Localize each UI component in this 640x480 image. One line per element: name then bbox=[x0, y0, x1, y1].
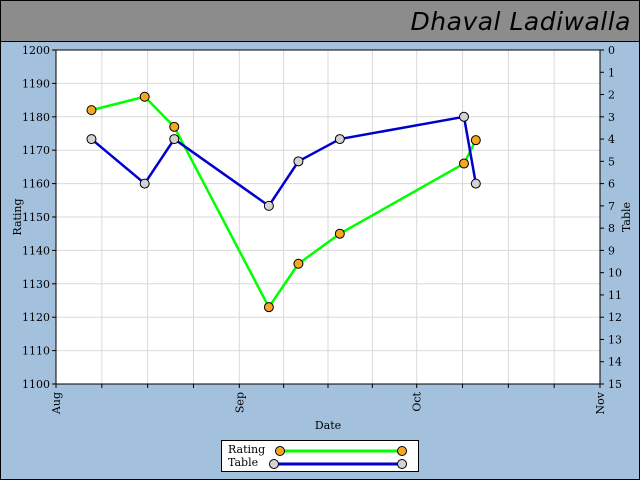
x-tick-label: Oct bbox=[411, 391, 424, 411]
y-right-tick-label: 13 bbox=[608, 333, 622, 346]
x-tick-label: Aug bbox=[50, 392, 63, 415]
y-right-tick-label: 5 bbox=[608, 155, 615, 168]
data-point-table bbox=[470, 178, 481, 189]
data-point-table bbox=[86, 134, 97, 145]
data-point-rating bbox=[169, 121, 180, 132]
y-left-tick-label: 1170 bbox=[22, 144, 50, 157]
y-right-tick-label: 4 bbox=[608, 133, 615, 146]
x-tick-label: Nov bbox=[594, 391, 607, 414]
series-line-rating bbox=[91, 95, 477, 309]
y-left-tick-label: 1120 bbox=[22, 311, 50, 324]
y-right-tick-label: 0 bbox=[608, 44, 615, 57]
data-point-rating bbox=[293, 258, 304, 269]
y-left-tick-label: 1180 bbox=[22, 111, 50, 124]
y-right-tick-label: 11 bbox=[608, 289, 622, 302]
x-axis-title: Date bbox=[315, 419, 341, 432]
y-left-tick-label: 1140 bbox=[22, 244, 50, 257]
y-right-tick-label: 7 bbox=[608, 200, 615, 213]
y-right-axis-title: Table bbox=[620, 202, 633, 232]
y-left-tick-label: 1130 bbox=[22, 278, 50, 291]
legend: Rating Table bbox=[221, 440, 419, 472]
y-right-tick-label: 3 bbox=[608, 111, 615, 124]
data-point-table bbox=[334, 134, 345, 145]
y-right-tick-label: 6 bbox=[608, 178, 615, 191]
data-point-table bbox=[459, 111, 469, 122]
legend-marker-rating bbox=[275, 446, 285, 456]
legend-label-rating: Rating bbox=[228, 443, 266, 456]
data-point-rating bbox=[459, 158, 469, 169]
y-left-tick-label: 1150 bbox=[22, 211, 50, 224]
y-left-axis-title: Rating bbox=[11, 198, 24, 235]
y-right-tick-label: 10 bbox=[608, 267, 622, 280]
data-point-table bbox=[293, 156, 304, 167]
data-point-rating bbox=[139, 91, 150, 102]
series-line-table bbox=[90, 115, 478, 208]
legend-marker-table bbox=[397, 459, 407, 469]
y-left-tick-label: 1100 bbox=[22, 378, 50, 391]
data-point-rating bbox=[470, 135, 481, 146]
page-title: Dhaval Ladiwalla bbox=[410, 7, 631, 36]
y-left-tick-label: 1160 bbox=[22, 178, 50, 191]
data-point-rating bbox=[334, 228, 345, 239]
y-right-tick-label: 15 bbox=[608, 378, 622, 391]
legend-item-table: Table bbox=[222, 456, 418, 470]
legend-marker-rating bbox=[397, 446, 407, 456]
data-point-rating bbox=[263, 302, 274, 313]
data-point-table bbox=[169, 134, 180, 145]
data-point-table bbox=[263, 200, 274, 211]
y-right-tick-label: 2 bbox=[608, 89, 615, 102]
legend-marker-table bbox=[269, 459, 279, 469]
y-left-tick-label: 1110 bbox=[22, 345, 50, 358]
y-right-tick-label: 8 bbox=[608, 222, 615, 235]
title-bar: Dhaval Ladiwalla bbox=[1, 1, 639, 42]
y-right-tick-label: 14 bbox=[608, 356, 622, 369]
data-point-rating bbox=[86, 105, 97, 116]
y-right-tick-label: 12 bbox=[608, 311, 622, 324]
legend-label-table: Table bbox=[228, 456, 259, 469]
y-left-tick-label: 1190 bbox=[22, 77, 50, 90]
x-tick-label: Sep bbox=[233, 392, 246, 413]
y-right-tick-label: 1 bbox=[608, 66, 615, 79]
rating-chart: 1100111011201130114011501160117011801190… bbox=[11, 44, 633, 432]
legend-item-rating: Rating bbox=[222, 443, 418, 457]
y-left-tick-label: 1200 bbox=[22, 44, 50, 57]
y-right-tick-label: 9 bbox=[608, 244, 615, 257]
data-point-table bbox=[139, 178, 150, 189]
